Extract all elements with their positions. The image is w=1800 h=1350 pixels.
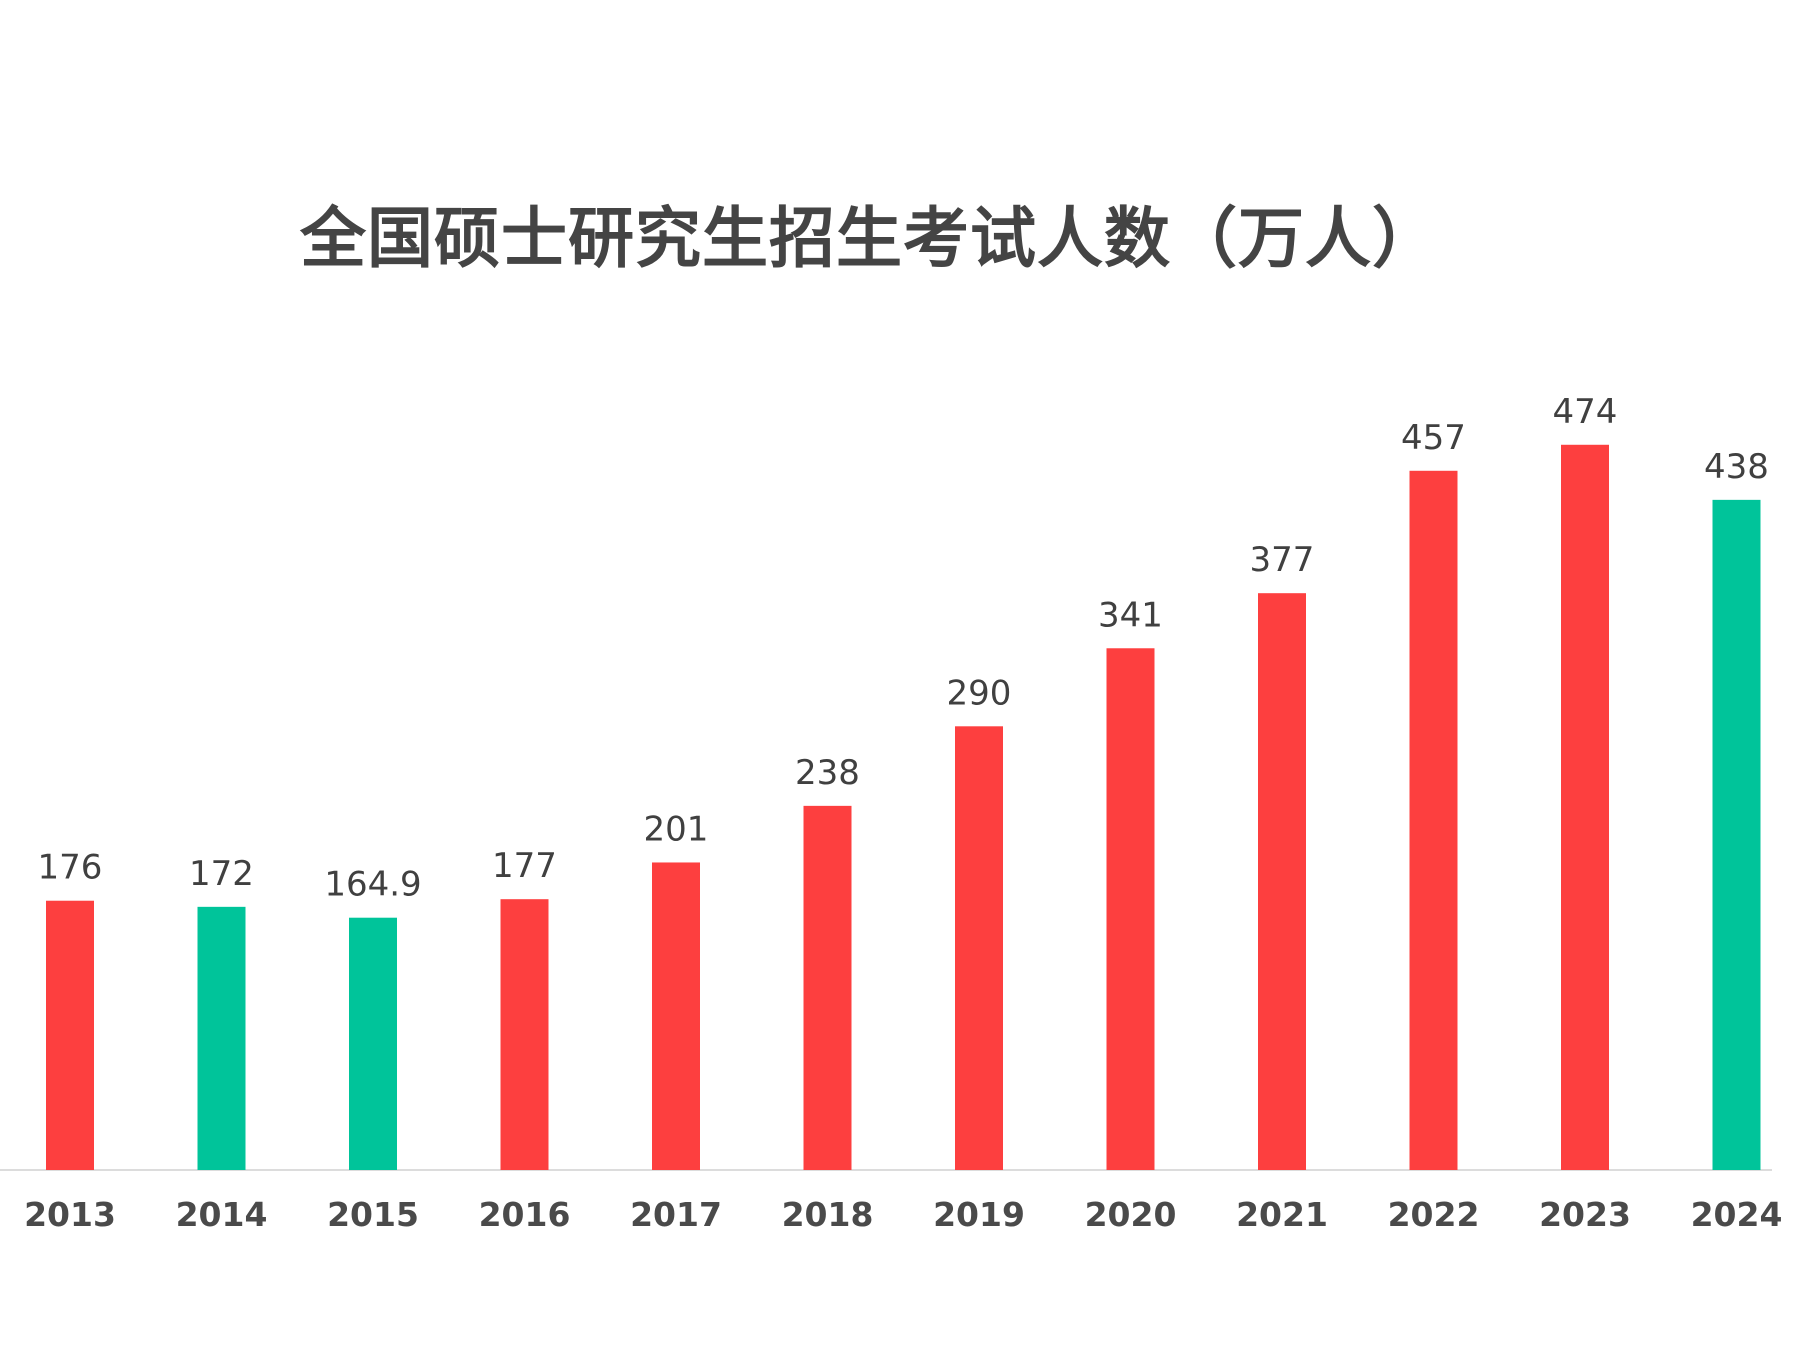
bars-group xyxy=(46,444,1761,1170)
x-tick-label-2019: 2019 xyxy=(933,1195,1025,1234)
value-label-2014: 172 xyxy=(189,854,254,894)
value-label-2022: 457 xyxy=(1401,418,1466,458)
value-label-2016: 177 xyxy=(492,846,557,886)
x-tick-label-2017: 2017 xyxy=(630,1195,722,1234)
bar-2024 xyxy=(1712,499,1761,1170)
bar-2019 xyxy=(955,726,1003,1170)
bar-2018 xyxy=(803,805,852,1170)
x-tick-label-2014: 2014 xyxy=(176,1195,268,1234)
bar-2021 xyxy=(1258,593,1306,1170)
value-label-2018: 238 xyxy=(795,753,860,793)
bar-2022 xyxy=(1409,470,1458,1170)
x-tick-label-2024: 2024 xyxy=(1691,1195,1783,1234)
x-tick-label-2018: 2018 xyxy=(782,1195,874,1234)
value-label-2024: 438 xyxy=(1704,447,1769,487)
value-labels-group: 176 172 164.9 177 201 238 290 341 377 457 474 438 xyxy=(38,392,1769,905)
bar-2014 xyxy=(197,906,246,1170)
bar-2023 xyxy=(1561,444,1609,1170)
x-tick-label-2013: 2013 xyxy=(24,1195,116,1234)
bar-2016 xyxy=(500,899,549,1170)
value-label-2013: 176 xyxy=(38,848,103,888)
value-label-2023: 474 xyxy=(1553,392,1618,432)
x-tick-label-2021: 2021 xyxy=(1236,1195,1328,1234)
value-label-2021: 377 xyxy=(1250,540,1315,580)
chart-title: 全国硕士研究生招生考试人数（万人） xyxy=(300,200,1439,277)
value-label-2020: 341 xyxy=(1098,595,1163,635)
bar-2017 xyxy=(652,862,700,1170)
x-tick-label-2020: 2020 xyxy=(1085,1195,1177,1234)
x-tick-labels-group: 2013 2014 2015 2016 2017 2018 2019 2020 2021 2022… xyxy=(24,1195,1782,1234)
value-label-2019: 290 xyxy=(947,673,1012,713)
bar-2013 xyxy=(46,900,94,1170)
bar-2020 xyxy=(1106,648,1155,1170)
bar-2015 xyxy=(349,917,397,1170)
x-tick-label-2015: 2015 xyxy=(327,1195,419,1234)
x-tick-label-2016: 2016 xyxy=(479,1195,571,1234)
x-tick-label-2023: 2023 xyxy=(1539,1195,1631,1234)
value-label-2017: 201 xyxy=(644,809,709,849)
x-tick-label-2022: 2022 xyxy=(1388,1195,1480,1234)
value-label-2015: 164.9 xyxy=(324,865,421,905)
